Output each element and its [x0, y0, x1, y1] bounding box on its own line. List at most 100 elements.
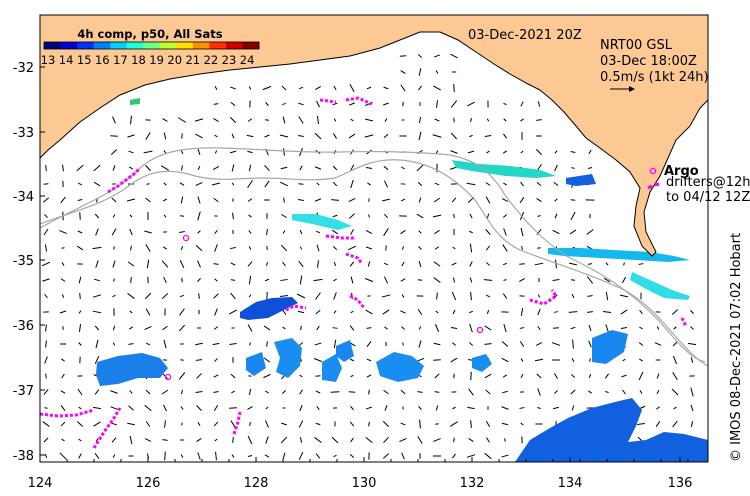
current-vector [229, 246, 237, 250]
current-vector [279, 181, 289, 187]
current-vector [146, 183, 150, 185]
current-vector [348, 133, 356, 139]
vector-scale: 0.5m/s (1kt 24h) [600, 70, 709, 85]
current-vector [349, 102, 355, 106]
current-vector [400, 198, 406, 202]
current-vector [418, 230, 422, 234]
current-vector [263, 373, 271, 379]
current-vector [434, 182, 440, 186]
y-tick-label: -37 [13, 384, 34, 399]
current-vector [402, 246, 404, 250]
current-vector [453, 117, 455, 123]
current-vector [520, 101, 524, 107]
current-vector [400, 70, 406, 74]
current-vector [520, 150, 524, 154]
current-vector [333, 278, 337, 282]
current-vector [502, 390, 508, 394]
current-vector [248, 275, 252, 285]
current-vector [537, 247, 541, 249]
current-vector [196, 405, 202, 411]
current-vector [365, 406, 373, 410]
current-vector [350, 310, 354, 314]
current-vector [77, 199, 83, 201]
current-vector [111, 437, 117, 443]
current-vector [264, 420, 270, 428]
current-vector [332, 245, 338, 251]
current-vector [316, 115, 320, 125]
current-vector [452, 342, 456, 346]
current-vector [59, 310, 67, 314]
current-vector [79, 292, 81, 300]
drifters-legend-label: drifters@12h [666, 175, 750, 190]
current-vector [433, 54, 441, 58]
current-vector [537, 388, 541, 396]
bathymetry-contour [40, 159, 708, 367]
current-vector [264, 164, 270, 172]
current-vector [553, 181, 559, 187]
current-vector [299, 389, 303, 395]
current-vector [466, 454, 476, 458]
current-vector [213, 391, 219, 393]
current-vector [247, 198, 253, 202]
current-vector [61, 373, 65, 379]
current-vector [468, 388, 474, 396]
current-vector [433, 85, 441, 91]
current-vector [349, 261, 355, 267]
current-vector [180, 454, 184, 458]
current-vector [94, 452, 100, 460]
current-vector [194, 118, 204, 122]
colorbar-swatch [60, 42, 78, 49]
current-vector [383, 276, 389, 284]
current-vector [605, 291, 609, 301]
current-vector [315, 292, 321, 300]
current-vector [213, 197, 219, 203]
current-vector [381, 294, 391, 298]
current-vector [519, 327, 525, 329]
current-vector [418, 116, 422, 124]
current-vector [484, 134, 492, 138]
current-vector [110, 422, 118, 426]
current-vector [656, 406, 660, 410]
current-vector [433, 277, 441, 283]
current-vector [502, 293, 508, 299]
current-vector [180, 149, 184, 155]
map-date: 03-Dec-2021 20Z [468, 28, 582, 43]
current-vector [400, 310, 406, 314]
current-vector [519, 278, 525, 282]
current-vector [316, 406, 320, 410]
data-time: 03-Dec 18:00Z [600, 54, 697, 69]
current-vector [231, 133, 235, 139]
current-vector [434, 324, 440, 332]
current-vector [432, 214, 442, 218]
x-tick-label: 126 [136, 476, 161, 491]
current-vector [76, 421, 84, 427]
current-vector [316, 182, 320, 186]
current-vector [60, 405, 66, 411]
current-vector [231, 390, 235, 394]
current-vector [44, 356, 48, 364]
current-vector [296, 293, 306, 299]
current-vector [469, 277, 473, 283]
current-vector [299, 437, 303, 443]
current-vector [331, 436, 339, 444]
current-vector [249, 422, 251, 426]
current-vector [554, 389, 558, 395]
current-vector [197, 452, 201, 460]
current-vector [282, 230, 286, 234]
current-vector [61, 438, 65, 442]
current-vector [639, 390, 643, 394]
colorbar-tick-label: 15 [77, 53, 92, 67]
current-vector [605, 324, 609, 332]
drifter-track [40, 408, 95, 418]
sst-patch [130, 98, 140, 105]
current-vector [178, 324, 186, 332]
current-vector [78, 453, 82, 459]
current-vector [60, 278, 66, 282]
current-vector [283, 197, 285, 203]
current-vector [588, 340, 592, 348]
current-vector [364, 278, 374, 282]
current-vector [483, 279, 493, 281]
sst-patch [240, 297, 298, 320]
current-vector [486, 150, 490, 154]
current-vector [453, 213, 455, 219]
